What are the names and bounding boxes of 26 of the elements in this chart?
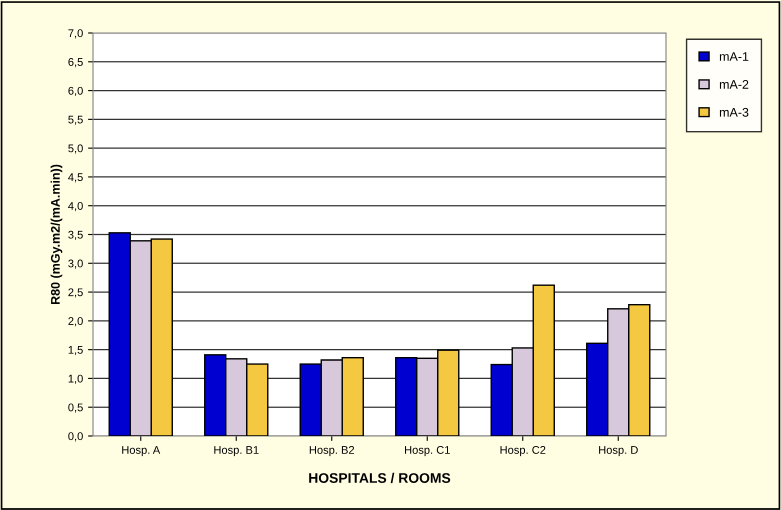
x-tick-label: Hosp. D [599,446,638,456]
y-tick-label: 6,0 [68,86,83,96]
y-tick-label: 0,5 [68,403,83,413]
y-axis-title: R80 (mGy.m2/(mA.min)) [50,164,62,304]
y-tick-label: 7,0 [68,29,83,38]
x-tick-label: Hosp. C1 [405,446,450,456]
legend-label: mA-1 [720,52,748,61]
legend-label: mA-2 [720,80,748,89]
y-tick-label: 0,0 [68,432,83,442]
x-tick-label: Hosp. B2 [310,446,354,456]
legend-label: mA-3 [720,108,748,117]
y-tick-label: 2,5 [68,288,83,298]
y-tick-label: 1,5 [68,346,83,356]
y-tick-label: 4,5 [68,173,83,182]
x-tick-label: Hosp. A [122,446,160,456]
x-axis-title: HOSPITALS / ROOMS [309,472,450,484]
y-tick-label: 5,5 [68,116,83,125]
y-tick-label: 3,0 [68,260,83,269]
y-tick-label: 4,0 [68,202,83,212]
y-tick-label: 3,5 [68,230,83,240]
y-tick-label: 5,0 [68,144,83,154]
x-tick-label: Hosp. B1 [214,446,259,456]
x-tick-label: Hosp. C2 [500,446,546,456]
y-tick-label: 2,0 [68,317,83,326]
y-tick-label: 6,5 [68,58,83,68]
y-tick-label: 1,0 [68,374,83,384]
